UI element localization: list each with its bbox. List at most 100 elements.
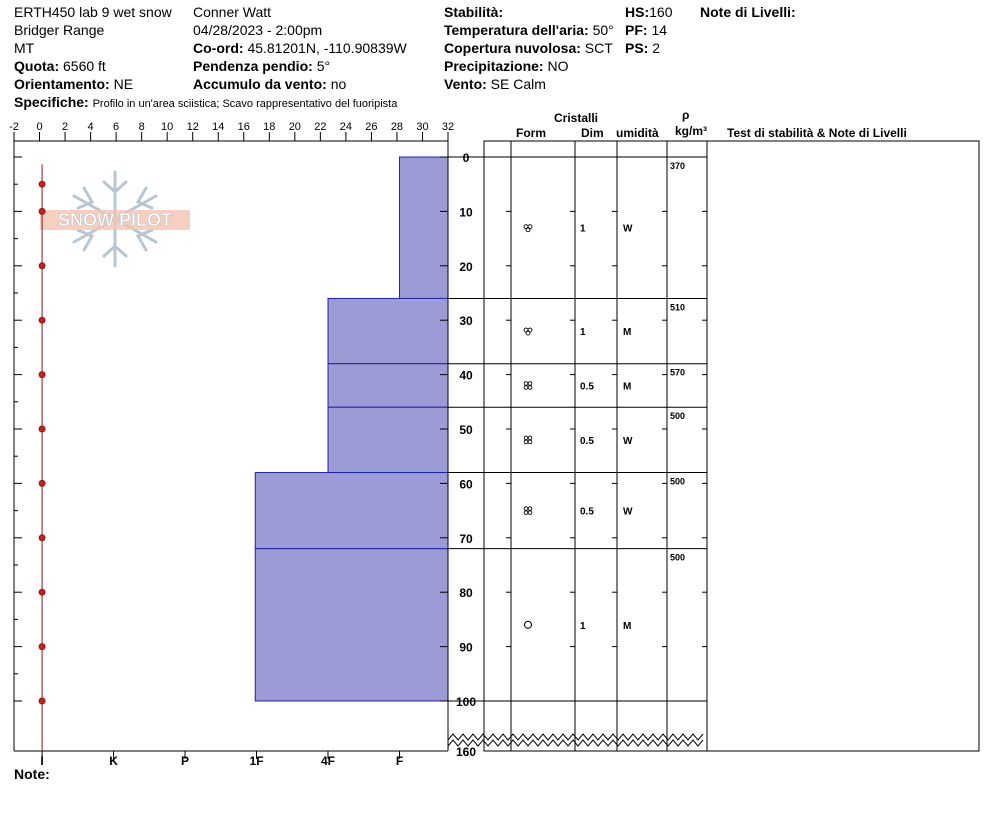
hs-label: HS: [625, 4, 650, 20]
hardness-layer-bar [254, 472, 449, 550]
coordinates-label: Co-ord: [193, 40, 244, 56]
humidity-value: M [623, 327, 631, 338]
density-value: 570 [670, 368, 685, 378]
slope-label: Pendenza pendio: [193, 58, 313, 74]
density-value: 370 [670, 161, 685, 171]
temp-tick-label: 0 [36, 121, 42, 133]
hardness-axis: I K P 1F 4F F [40, 751, 403, 768]
temp-point [38, 643, 46, 651]
depth-tick-label: 20 [459, 260, 473, 274]
temp-point [38, 316, 46, 324]
precipitation-label: Precipitazione: [444, 58, 544, 74]
temp-point [38, 588, 46, 596]
hardness-layer-bar [327, 406, 449, 474]
humidity-value: W [623, 436, 633, 447]
density-symbol: ρ [682, 108, 690, 122]
coordinates-field: Co-ord: 45.81201N, -110.90839W [193, 40, 407, 56]
grain-size-value: 0.5 [580, 436, 594, 447]
temperature-profile [38, 164, 46, 751]
depth-tick-label: 80 [459, 586, 473, 600]
temp-tick-label: 22 [314, 121, 326, 133]
elevation-value: 6560 ft [63, 58, 106, 74]
cloud-cover-field: Copertura nuvolosa: SCT [444, 40, 613, 56]
hardness-tick-label: F [396, 754, 403, 768]
temp-point [38, 534, 46, 542]
pf-label: PF: [625, 22, 648, 38]
grain-size-value: 0.5 [580, 381, 594, 392]
temp-tick-label: 26 [365, 121, 377, 133]
ps-label: PS: [625, 40, 649, 56]
depth-tick-label: 70 [459, 532, 473, 546]
clustered-grains-icon [523, 381, 533, 390]
humidity-value: W [623, 507, 633, 518]
temp-point [38, 697, 46, 705]
aspect-value: NE [113, 76, 134, 92]
temp-tick-label: 28 [391, 121, 403, 133]
aspect-label: Orientamento: [14, 76, 110, 92]
coordinates-value: 45.81201N, -110.90839W [247, 40, 407, 56]
specifics-field: Specifiche: Profilo in un'area sciistica… [14, 94, 397, 112]
temp-tick-label: 24 [340, 121, 352, 133]
humidity-value: W [623, 224, 633, 235]
stability-label: Stabilità: [444, 4, 504, 20]
grain-circle [527, 510, 533, 515]
observation-datetime: 04/28/2023 - 2:00pm [193, 22, 323, 38]
cloud-cover-value: SCT [584, 40, 613, 56]
layer-notes-label: Note di Livelli: [700, 4, 796, 20]
chart-frame [13, 140, 448, 752]
temp-tick-label: 14 [212, 121, 224, 133]
melt-form-icon [524, 620, 532, 629]
observer-name: Conner Watt [193, 4, 272, 20]
logo-text: SNOW PILOT [58, 210, 172, 230]
hardness-tick-label: P [181, 754, 189, 768]
wind-loading-label: Accumulo da vento: [193, 76, 327, 92]
depth-tick-label: 40 [459, 369, 473, 383]
pf-value: 14 [651, 22, 668, 38]
temp-point [38, 371, 46, 379]
density-value: 500 [670, 553, 685, 563]
logo-banner [40, 210, 190, 230]
temp-tick-label: 12 [187, 121, 199, 133]
temp-tick-label: 2 [62, 121, 68, 133]
depth-tick-label: 100 [456, 695, 476, 709]
ps-field: PS: 2 [625, 40, 660, 56]
temp-tick-label: 20 [289, 121, 301, 133]
humidity-value: M [623, 381, 631, 392]
pf-field: PF: 14 [625, 22, 667, 38]
density-value: 500 [670, 477, 685, 487]
hardness-layer-bar [398, 156, 449, 299]
temp-tick-label: 6 [113, 121, 119, 133]
temp-point [38, 479, 46, 487]
range-name: Bridger Range [14, 22, 105, 38]
grain-circle [523, 439, 529, 445]
density-unit: kg/m³ [675, 124, 708, 138]
grain-size-value: 1 [580, 621, 586, 632]
crystals-header: Cristalli [554, 111, 599, 125]
depth-axis: 0 10 20 30 40 50 60 70 80 90 100 160 [14, 141, 476, 759]
snow-pilot-logo: SNOW PILOT [40, 170, 190, 268]
wind-field: Vento: SE Calm [444, 76, 546, 92]
slope-field: Pendenza pendio: 5° [193, 58, 330, 74]
grain-circle [523, 381, 529, 386]
depth-tick-label: 30 [459, 314, 473, 328]
temp-tick-label: 8 [139, 121, 145, 133]
grain-circle [527, 435, 533, 441]
temp-tick-label: 32 [442, 121, 454, 133]
grain-circle [527, 381, 533, 386]
depth-tick-label: 10 [459, 205, 473, 219]
grain-size-value: 0.5 [580, 507, 594, 518]
state-name: MT [14, 40, 35, 56]
grain-circle [525, 330, 531, 336]
specifics-label: Specifiche: [14, 94, 89, 110]
hs-value: 160 [649, 4, 673, 20]
grain-circle [523, 510, 529, 515]
density-value: 510 [670, 302, 685, 312]
hardness-tick-label: 1F [250, 754, 264, 768]
temp-point [38, 262, 46, 270]
depth-total-label: 160 [456, 745, 476, 759]
hardness-layer-bar [254, 548, 449, 702]
temp-point [38, 180, 46, 188]
hs-field: HS:160 [625, 4, 672, 20]
cloud-cover-label: Copertura nuvolosa: [444, 40, 581, 56]
footer-note-label: Note: [14, 766, 50, 782]
